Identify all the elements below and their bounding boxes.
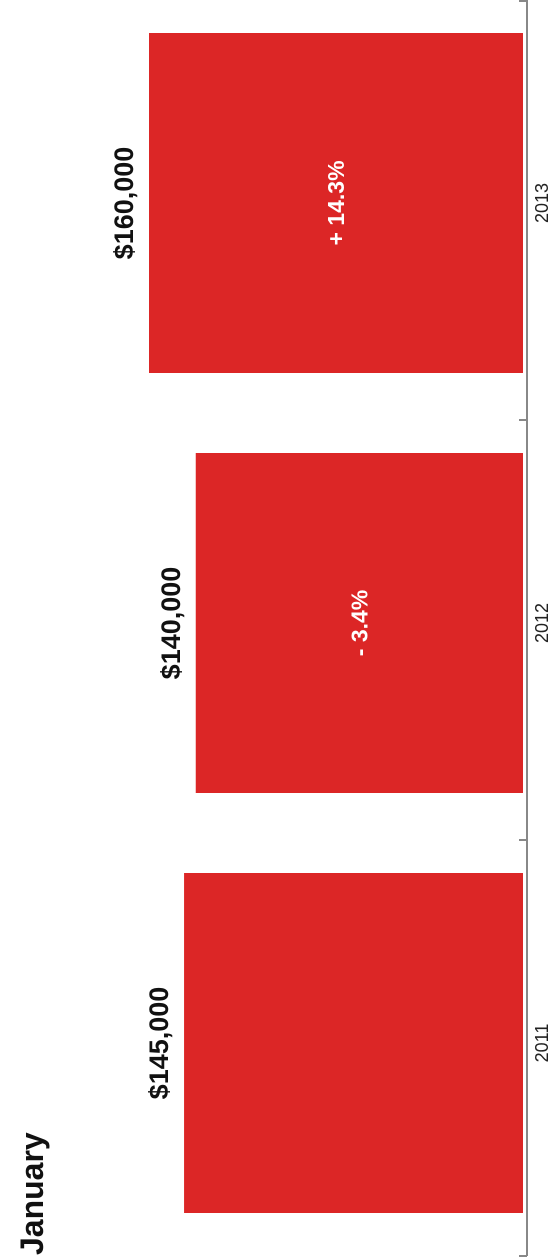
tick-label-2011: 2011 bbox=[532, 1024, 552, 1063]
axis-layer bbox=[519, 0, 528, 1257]
change-label-2012: - 3.4% bbox=[346, 590, 372, 656]
bars-layer bbox=[149, 33, 523, 1213]
labels-layer: $145,000 2011 $140,000 - 3.4% 2012 $160,000 + … bbox=[109, 147, 552, 1100]
tick-label-2012: 2012 bbox=[532, 603, 552, 643]
bar-2013 bbox=[149, 33, 523, 373]
value-label-2012: $140,000 bbox=[156, 567, 186, 680]
value-label-2013: $160,000 bbox=[109, 147, 139, 260]
chart-title: January bbox=[14, 1132, 50, 1255]
bar-2011 bbox=[184, 873, 523, 1213]
bar-2012 bbox=[195, 453, 523, 793]
value-label-2011: $145,000 bbox=[144, 987, 174, 1100]
change-label-2013: + 14.3% bbox=[323, 160, 349, 245]
tick-label-2013: 2013 bbox=[532, 183, 552, 223]
